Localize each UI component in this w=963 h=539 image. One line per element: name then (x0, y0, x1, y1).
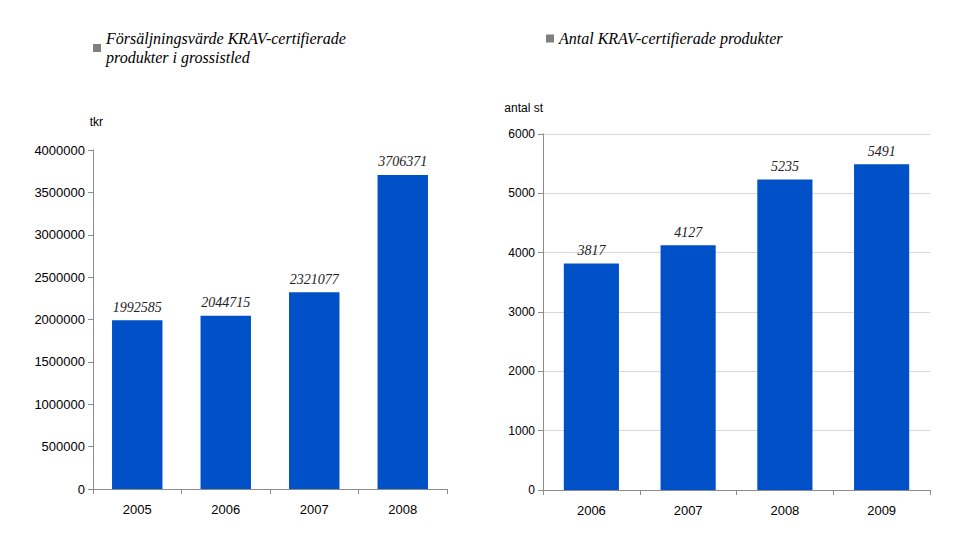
svg-text:2005: 2005 (123, 502, 152, 517)
svg-text:Försäljningsvärde KRAV-certifi: Försäljningsvärde KRAV-certifierade (105, 30, 350, 48)
svg-text:2009: 2009 (867, 503, 896, 518)
svg-text:0: 0 (528, 483, 535, 497)
svg-text:4000: 4000 (508, 246, 535, 260)
svg-text:1992585: 1992585 (113, 300, 162, 315)
svg-text:5235: 5235 (771, 159, 799, 174)
svg-text:500000: 500000 (42, 439, 85, 454)
svg-text:0: 0 (78, 482, 85, 497)
svg-text:2500000: 2500000 (34, 270, 85, 285)
svg-text:2000: 2000 (508, 364, 535, 378)
svg-text:2007: 2007 (674, 503, 703, 518)
svg-text:1000: 1000 (508, 424, 535, 438)
svg-text:5000: 5000 (508, 186, 535, 200)
svg-text:3706371: 3706371 (377, 154, 427, 169)
svg-text:1500000: 1500000 (34, 354, 85, 369)
svg-text:tkr: tkr (90, 115, 103, 129)
svg-text:4127: 4127 (674, 225, 703, 240)
svg-text:2008: 2008 (770, 503, 799, 518)
svg-text:3000000: 3000000 (34, 227, 85, 242)
svg-text:antal st: antal st (504, 101, 543, 115)
svg-text:3000: 3000 (508, 305, 535, 319)
svg-text:2321077: 2321077 (290, 272, 340, 287)
svg-text:5491: 5491 (868, 144, 896, 159)
svg-text:1000000: 1000000 (34, 397, 85, 412)
svg-text:Antal KRAV-certifierade produk: Antal KRAV-certifierade produkter (558, 30, 783, 48)
svg-text:2006: 2006 (577, 503, 606, 518)
svg-text:2006: 2006 (211, 502, 240, 517)
svg-text:2000000: 2000000 (34, 312, 85, 327)
svg-text:3500000: 3500000 (34, 185, 85, 200)
svg-text:produkter i grossistled: produkter i grossistled (105, 49, 251, 67)
svg-text:3817: 3817 (576, 243, 606, 258)
svg-text:6000: 6000 (508, 127, 535, 141)
svg-text:2008: 2008 (388, 502, 417, 517)
svg-text:4000000: 4000000 (34, 143, 85, 158)
svg-text:2044715: 2044715 (201, 295, 250, 310)
svg-text:2007: 2007 (300, 502, 329, 517)
